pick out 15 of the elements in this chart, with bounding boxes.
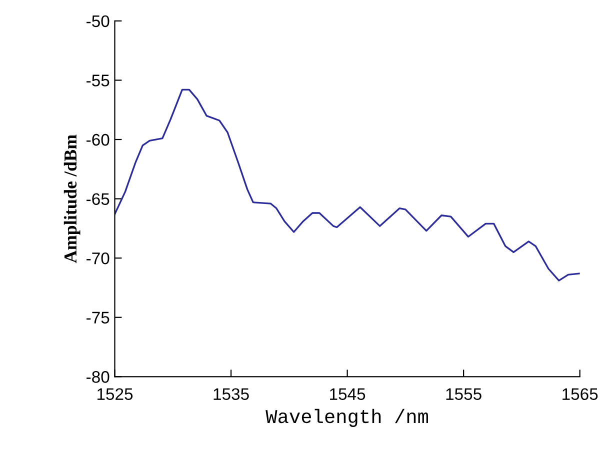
x-tick-label: 1565 — [562, 388, 598, 400]
y-tick-label: -65 — [86, 193, 110, 205]
y-tick-label: -50 — [86, 15, 110, 28]
y-tick-label: -70 — [86, 252, 110, 264]
x-tick-label: 1545 — [330, 388, 366, 400]
y-tick-label: -80 — [86, 371, 110, 383]
y-tick-label: -60 — [86, 134, 110, 146]
x-tick-label: 1525 — [97, 388, 133, 400]
y-axis-title: Amplitude /dBm — [64, 134, 80, 264]
x-tick-label: 1535 — [214, 388, 249, 400]
x-tick-label: 1555 — [446, 388, 482, 400]
line-series — [114, 88, 580, 282]
x-axis-title: Wavelength /nm — [266, 408, 428, 427]
y-tick-label: -55 — [86, 74, 110, 86]
y-tick-label: -75 — [86, 312, 110, 324]
